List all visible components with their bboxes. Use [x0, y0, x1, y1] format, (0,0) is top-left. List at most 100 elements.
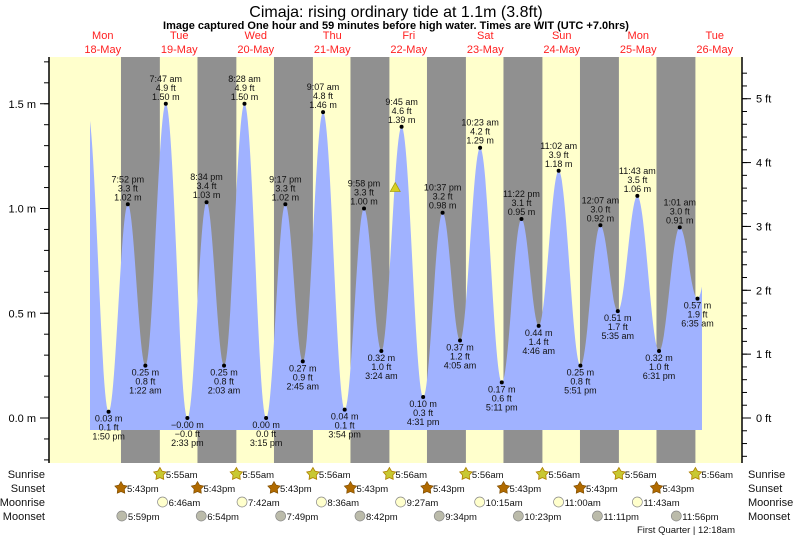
low-tide-label: 0.1 ft [99, 423, 120, 433]
sunrise-icon [152, 466, 167, 480]
low-tide-point [222, 363, 227, 368]
day-name: Mon [628, 30, 649, 42]
sunset-time: 5:43pm [203, 484, 235, 495]
high-tide-point [399, 124, 404, 129]
high-tide-point [519, 216, 524, 221]
moonrise-icon [157, 496, 168, 508]
high-tide-label: 1.39 m [388, 115, 416, 125]
sunrise-row-label: Sunrise [8, 469, 45, 481]
day-name: Tue [170, 30, 189, 42]
low-tide-label: 5:35 am [602, 331, 635, 341]
high-tide-label: 1.03 m [193, 190, 221, 200]
low-tide-point [536, 323, 541, 328]
right-tick-label: 5 ft [756, 94, 771, 106]
low-tide-label: 4:31 pm [407, 417, 440, 427]
moonset-time: 10:23pm [524, 512, 561, 523]
low-tide-label: 6:31 pm [643, 371, 676, 381]
low-tide-point [458, 338, 463, 343]
left-tick-label: 1.5 m [8, 99, 36, 111]
moonset-time: 8:42pm [366, 512, 398, 523]
high-tide-label: 1.29 m [466, 136, 494, 146]
sunset-icon [343, 480, 358, 494]
high-tide-label: 0.95 m [508, 207, 536, 217]
day-date: 18-May [84, 44, 121, 56]
sunset-time: 5:43pm [356, 484, 388, 495]
sunset-time: 5:43pm [127, 484, 159, 495]
low-tide-point [615, 309, 620, 314]
high-tide-label: 9:45 am [385, 97, 418, 107]
low-tide-label: 0.10 m [409, 399, 437, 409]
low-tide-label: 0.9 ft [293, 372, 314, 382]
low-tide-label: 3:24 am [365, 371, 398, 381]
sunrise-icon [535, 466, 550, 480]
moonrise-time: 10:15am [486, 498, 523, 509]
axes: 0.0 m 0.5 m 1.0 m 1.5 m 0 ft 1 ft 2 ft 3 ft 4 ft… [8, 57, 771, 463]
high-tide-label: 11:02 am [540, 141, 577, 151]
sunset-icon [573, 480, 587, 494]
moonset-icon [275, 510, 287, 522]
low-tide-label: 0.25 m [132, 368, 160, 378]
high-tide-point [440, 210, 445, 215]
day-date: 21-May [314, 44, 351, 56]
low-tide-point [695, 296, 700, 301]
low-tide-label: 4:46 am [522, 346, 555, 356]
high-tide-point [362, 206, 367, 211]
high-tide-label: 9:17 pm [269, 174, 302, 184]
low-tide-label: −0.00 m [171, 420, 204, 430]
sunrise-icon [305, 466, 320, 480]
low-tide-label: 0.51 m [604, 313, 632, 323]
sunrise-time: 5:56am [395, 470, 427, 481]
moon-phase: First Quarter | 12:18am [637, 525, 735, 536]
moonrise-icon [236, 496, 248, 508]
moonset-time: 6:54pm [207, 512, 239, 523]
sunrise-icon [382, 466, 397, 480]
low-tide-label: 0.03 m [95, 414, 123, 424]
high-tide-label: 1.50 m [152, 92, 180, 102]
high-tide-label: 3.0 ft [670, 206, 691, 216]
tide-area [90, 103, 702, 431]
low-tide-label: 5:51 pm [564, 386, 597, 396]
moonset-icon [512, 510, 524, 522]
chart-title: Cimaja: rising ordinary tide at 1.1m (3.… [249, 4, 542, 21]
sunset-icon [267, 480, 281, 494]
low-tide-label: 1:22 am [129, 386, 162, 396]
moonrise-time: 11:00am [565, 498, 601, 509]
moonset-icon [670, 510, 682, 522]
low-tide-label: 0.25 m [210, 368, 238, 378]
moonset-row-label: Moonset [3, 511, 45, 523]
day-name: Sat [477, 30, 494, 42]
moonset-row-label-right: Moonset [748, 511, 790, 523]
moonrise-time: 7:42am [248, 498, 280, 509]
low-tide-label: 2:03 am [208, 386, 241, 396]
low-tide-label: 0.00 m [252, 420, 280, 430]
moonrise-icon [553, 496, 564, 508]
sunrise-icon [611, 466, 626, 480]
left-tick-label: 0.0 m [8, 413, 36, 425]
high-tide-label: 0.92 m [587, 213, 615, 223]
low-tide-label: 0.32 m [368, 353, 396, 363]
low-tide-label: 1.2 ft [450, 351, 471, 361]
sunrise-time: 5:56am [319, 470, 351, 481]
high-tide-point [242, 101, 247, 106]
low-tide-point [379, 348, 384, 353]
low-tide-point [342, 407, 347, 412]
high-tide-label: 4.2 ft [470, 127, 491, 137]
low-tide-label: 2:33 pm [171, 438, 204, 448]
day-name: Sun [552, 30, 572, 42]
high-tide-label: 1.50 m [231, 92, 259, 102]
high-tide-label: 4.9 ft [156, 83, 177, 93]
moonset-time: 11:11pm [603, 512, 639, 523]
high-tide-label: 9:58 pm [348, 179, 381, 189]
sunset-time: 5:43pm [433, 484, 465, 495]
moonrise-icon [395, 496, 406, 508]
high-tide-point [556, 168, 561, 173]
high-tide-label: 1.02 m [272, 192, 300, 202]
moonrise-row-label: Moonrise [0, 497, 45, 509]
sunset-icon [649, 480, 664, 494]
low-tide-label: 0.57 m [684, 301, 712, 311]
astro-rows: Sunrise Sunset Moonrise Moonset Sunrise … [0, 466, 793, 536]
low-tide-label: 0.0 ft [256, 429, 277, 439]
low-tide-label: 3:15 pm [250, 438, 283, 448]
low-tide-label: 1.0 ft [649, 362, 670, 372]
sunrise-time: 5:56am [701, 470, 733, 481]
